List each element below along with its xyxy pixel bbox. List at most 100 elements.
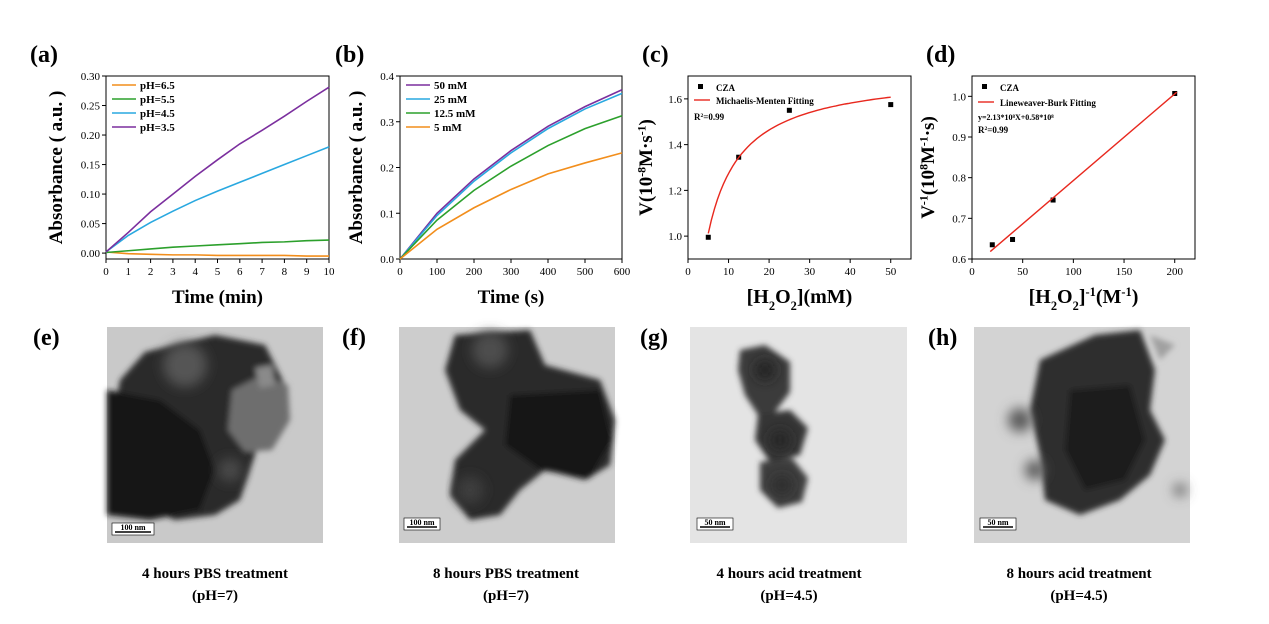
y-tick-label: 0.30	[81, 71, 101, 83]
x-tick-label: 0	[969, 266, 975, 278]
caption-f-line2: (pH=7)	[483, 588, 529, 604]
x-tick-label: 5	[215, 266, 221, 278]
equation-annotation: y=2.13*10⁸X+0.58*10⁸	[978, 113, 1054, 122]
data-point	[1050, 197, 1056, 203]
tem-image-e: 100 nm 4 hours PBS treatment (pH=7)	[107, 327, 323, 604]
y-tick-label: 0.10	[81, 189, 101, 201]
x-tick-label: 500	[577, 266, 594, 278]
x-tick-label: 3	[170, 266, 176, 278]
legend-label: 12.5 mM	[434, 108, 476, 120]
y-axis-label: Absorbance ( a.u. )	[346, 91, 367, 245]
y-axis-label: V(10-8M·s-1)	[635, 119, 657, 216]
legend-label: 5 mM	[434, 122, 462, 134]
legend-swatch	[982, 84, 987, 89]
caption-e-line1: 4 hours PBS treatment	[142, 566, 288, 582]
panel-letter-g: (g)	[640, 325, 668, 351]
x-tick-label: 200	[466, 266, 483, 278]
scale-bar-label-h: 50 nm	[987, 518, 1008, 527]
tem-image-g: 50 nm 4 hours acid treatment (pH=4.5)	[690, 327, 907, 604]
scale-bar-label-f: 100 nm	[409, 518, 434, 527]
x-tick-label: 50	[1017, 266, 1029, 278]
legend-label: pH=4.5	[140, 108, 175, 120]
x-tick-label: 50	[885, 266, 897, 278]
y-axis-label: Absorbance ( a.u. )	[46, 91, 67, 245]
y-tick-label: 1.0	[668, 231, 682, 243]
legend-label: pH=6.5	[140, 80, 175, 92]
legend-label: 25 mM	[434, 94, 468, 106]
y-tick-label: 0.6	[952, 254, 966, 266]
r-squared-annotation: R2=0.99	[694, 112, 725, 122]
y-tick-label: 0.4	[380, 71, 394, 83]
y-tick-label: 0.3	[380, 117, 394, 129]
panel-letter-c: (c)	[642, 42, 669, 68]
y-tick-label: 1.0	[952, 91, 966, 103]
chart-d: 0 50 100 150 200 0.6 0.7 0.8 0.9 1.0 [H2O2]-1(M-1)…	[917, 75, 1196, 313]
y-tick-label: 0.2	[380, 163, 394, 175]
y-tick-label: 0.00	[81, 248, 101, 260]
panel-letter-h: (h)	[928, 325, 957, 351]
x-tick-label: 4	[192, 266, 198, 278]
caption-h-line1: 8 hours acid treatment	[1006, 566, 1151, 582]
x-tick-label: 100	[1065, 266, 1082, 278]
x-tick-label: 0	[685, 266, 691, 278]
y-tick-label: 1.4	[668, 140, 682, 152]
legend-label: pH=5.5	[140, 94, 175, 106]
caption-g-line1: 4 hours acid treatment	[716, 566, 861, 582]
plot-frame	[687, 75, 912, 260]
x-tick-label: 0	[397, 266, 403, 278]
series-line-5-mM	[399, 152, 623, 260]
x-tick-label: 2	[148, 266, 154, 278]
panel-letter-e: (e)	[33, 325, 60, 351]
legend-swatch	[698, 84, 703, 89]
y-tick-label: 0.05	[81, 219, 101, 231]
y-tick-label: 1.6	[668, 94, 682, 106]
x-tick-label: 600	[614, 266, 631, 278]
x-tick-label: 20	[764, 266, 776, 278]
r-squared-annotation: R2=0.99	[978, 125, 1009, 135]
fit-curve	[707, 96, 891, 234]
scale-bar-label-g: 50 nm	[704, 518, 725, 527]
data-point	[888, 102, 894, 108]
legend-label: CZA	[1000, 83, 1020, 93]
panel-letter-f: (f)	[342, 325, 366, 351]
legend-label: CZA	[716, 83, 736, 93]
series-line-pH-5-5	[105, 239, 330, 254]
fit-line	[989, 91, 1178, 253]
scale-bar-label-e: 100 nm	[120, 523, 145, 532]
series-line-pH-4-5	[105, 146, 330, 253]
x-axis-label: [H2O2]-1(M-1)	[1029, 285, 1139, 313]
x-tick-label: 9	[304, 266, 310, 278]
y-axis-label: V-1(108M-1·s)	[917, 116, 939, 219]
y-tick-label: 0.7	[952, 213, 966, 225]
x-tick-label: 1	[126, 266, 132, 278]
caption-g-line2: (pH=4.5)	[760, 588, 817, 604]
series-line-25-mM	[399, 92, 623, 260]
x-axis-label: Time (s)	[478, 287, 545, 308]
x-axis-label: Time (min)	[172, 287, 263, 308]
y-tick-label: 0.20	[81, 130, 101, 142]
x-tick-label: 200	[1166, 266, 1183, 278]
series-line-50-mM	[399, 88, 623, 260]
legend-label: Lineweaver-Burk Fitting	[1000, 98, 1096, 108]
y-tick-label: 1.2	[668, 185, 682, 197]
series-line-pH-6-5	[105, 251, 329, 257]
legend-label: pH=3.5	[140, 122, 175, 134]
data-point	[786, 107, 792, 113]
x-tick-label: 100	[429, 266, 446, 278]
y-tick-label: 0.15	[81, 160, 101, 172]
x-tick-label: 0	[103, 266, 109, 278]
data-point	[989, 242, 995, 248]
series-line-pH-3-5	[105, 86, 330, 253]
y-tick-label: 0.0	[380, 254, 394, 266]
x-tick-label: 7	[259, 266, 265, 278]
plot-frame	[971, 75, 1196, 260]
tem-image-f: 100 nm 8 hours PBS treatment (pH=7)	[399, 327, 615, 604]
x-axis-label: [H2O2](mM)	[747, 286, 853, 313]
x-tick-label: 10	[723, 266, 735, 278]
legend-label: Michaelis-Menten Fitting	[716, 96, 814, 106]
caption-f-line1: 8 hours PBS treatment	[433, 566, 579, 582]
y-tick-label: 0.1	[380, 208, 394, 220]
data-point	[705, 234, 711, 240]
x-tick-label: 8	[282, 266, 288, 278]
